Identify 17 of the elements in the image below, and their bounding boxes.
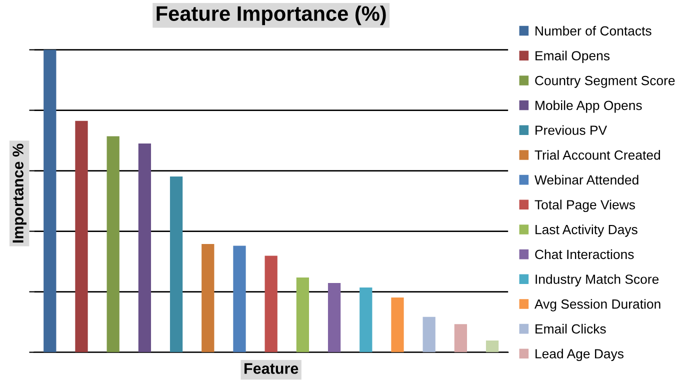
x-axis-title: Feature	[244, 363, 298, 374]
legend-label: Number of Contacts	[536, 26, 652, 36]
legend-label: Previous PV	[536, 125, 608, 135]
legend-label: Email Clicks	[536, 324, 606, 334]
y-axis-title: Importance %	[12, 144, 26, 243]
legend-label: Email Opens	[536, 50, 610, 64]
legend-label: Trial Account Created	[534, 150, 660, 160]
legend-label: Total Page Views	[534, 200, 635, 212]
legend-label: Industry Match Score	[536, 274, 659, 287]
chart-title: Feature Importance (%)	[156, 6, 386, 26]
legend-label: Last Activity Days	[536, 224, 638, 237]
legend-label: Country Segment Score	[535, 76, 675, 88]
legend-label: Mobile App Opens	[536, 100, 642, 113]
legend-label: Avg Session Duration	[534, 299, 660, 312]
legend-label: Chat Interactions	[535, 249, 634, 260]
legend-label: Lead Age Days	[536, 348, 624, 362]
legend-label: Webinar Attended	[534, 174, 638, 185]
